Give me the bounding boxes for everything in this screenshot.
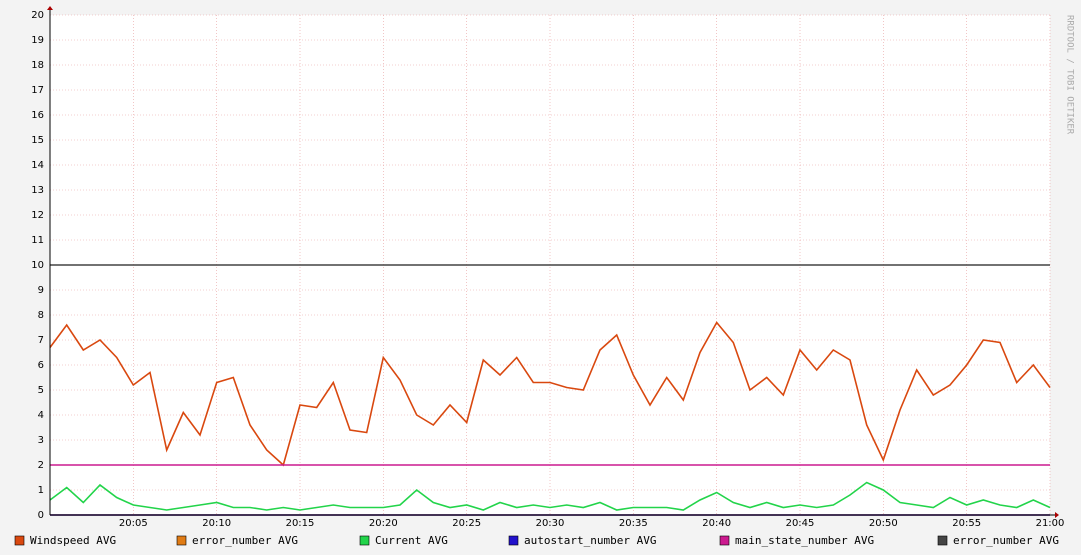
y-tick-label: 19	[31, 35, 44, 46]
x-tick-label: 20:35	[619, 518, 648, 529]
y-tick-label: 5	[38, 385, 44, 396]
y-tick-label: 11	[31, 235, 44, 246]
x-tick-label: 20:15	[286, 518, 315, 529]
y-tick-label: 13	[31, 185, 44, 196]
y-tick-label: 7	[38, 335, 44, 346]
x-tick-label: 20:20	[369, 518, 398, 529]
legend-swatch	[14, 535, 25, 546]
x-tick-label: 20:45	[786, 518, 815, 529]
x-tick-label: 21:00	[1036, 518, 1065, 529]
legend-label: autostart_number AVG	[524, 534, 656, 547]
legend-swatch	[719, 535, 730, 546]
x-tick-label: 20:05	[119, 518, 148, 529]
legend-swatch	[176, 535, 187, 546]
y-tick-label: 6	[38, 360, 44, 371]
y-tick-label: 9	[38, 285, 44, 296]
y-tick-label: 3	[38, 435, 44, 446]
axis-arrow	[1055, 512, 1059, 518]
series-line	[49, 321, 1051, 467]
series-line	[49, 481, 1051, 511]
y-tick-label: 10	[31, 260, 44, 271]
x-tick-label: 20:40	[702, 518, 731, 529]
y-tick-label: 0	[38, 510, 44, 521]
x-tick-label: 20:50	[869, 518, 898, 529]
y-tick-label: 12	[31, 210, 44, 221]
y-tick-label: 14	[31, 160, 44, 171]
y-tick-label: 2	[38, 460, 44, 471]
legend-label: error_number AVG	[953, 534, 1059, 547]
y-tick-label: 4	[38, 410, 44, 421]
y-tick-label: 16	[31, 110, 44, 121]
legend-label: Current AVG	[375, 534, 448, 547]
x-tick-label: 20:10	[202, 518, 231, 529]
legend-swatch	[359, 535, 370, 546]
axis-arrow	[47, 6, 53, 10]
legend-swatch	[937, 535, 948, 546]
y-tick-label: 20	[31, 10, 44, 21]
legend-label: error_number AVG	[192, 534, 298, 547]
x-tick-label: 20:55	[952, 518, 981, 529]
legend-label: main_state_number AVG	[735, 534, 874, 547]
legend-label: Windspeed AVG	[30, 534, 116, 547]
legend-swatch	[508, 535, 519, 546]
y-tick-label: 15	[31, 135, 44, 146]
x-tick-label: 20:25	[452, 518, 481, 529]
y-tick-label: 18	[31, 60, 44, 71]
y-tick-label: 8	[38, 310, 44, 321]
y-tick-label: 1	[38, 485, 44, 496]
x-tick-label: 20:30	[536, 518, 565, 529]
watermark: RRDTOOL / TOBI OETIKER	[1065, 15, 1075, 135]
y-tick-label: 17	[31, 85, 44, 96]
